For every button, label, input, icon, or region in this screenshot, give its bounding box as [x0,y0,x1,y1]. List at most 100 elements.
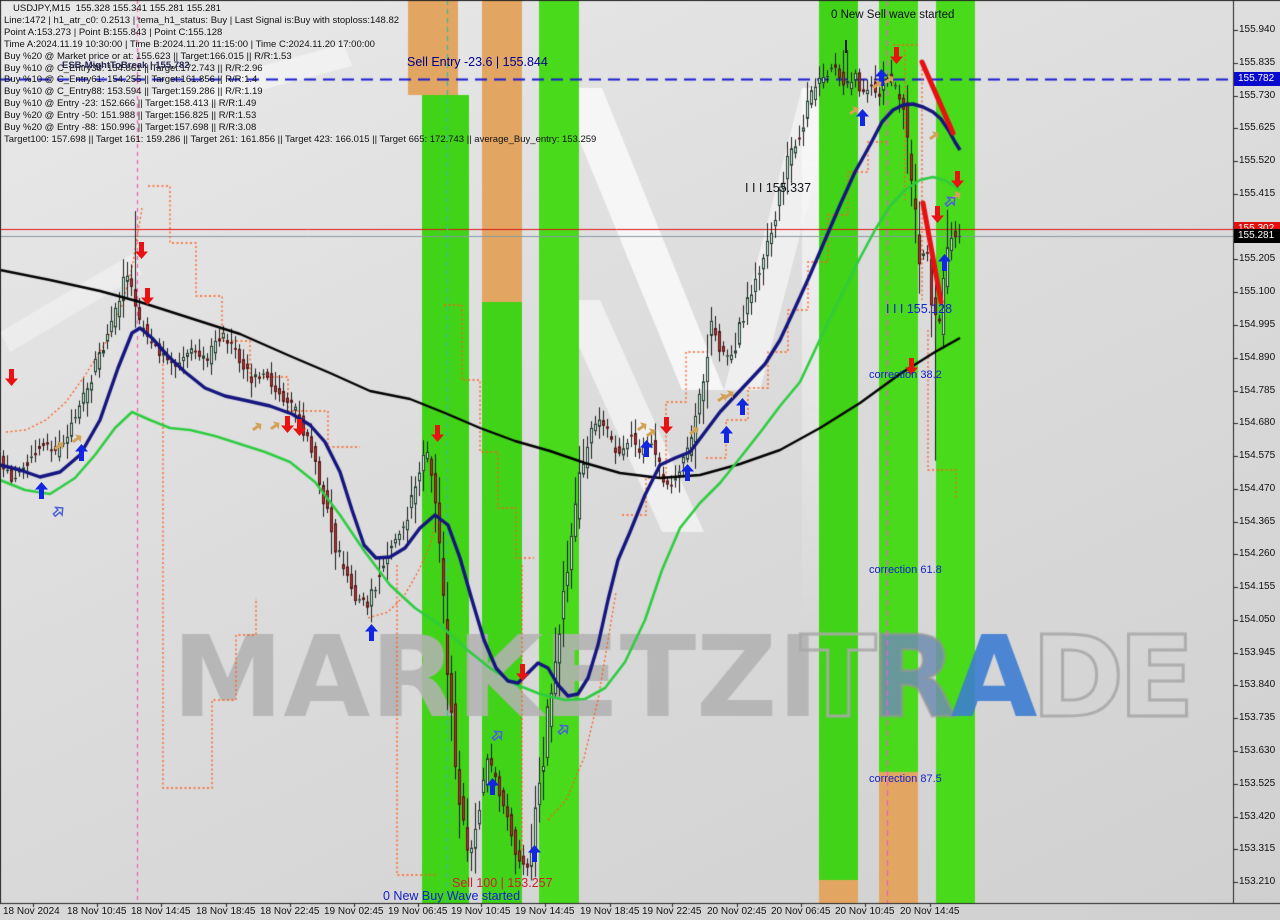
label-level-155128: I I I 155.128 [886,302,953,316]
label-level-155337: I I I 155.337 [745,181,812,195]
time-tick-label: 20 Nov 06:45 [771,906,831,917]
info-line: Buy %20 @ Entry -50: 151.988 || Target:1… [4,110,257,122]
time-tick-label: 18 Nov 2024 [3,906,60,917]
label-new-sell-wave: 0 New Sell wave started [831,9,955,21]
price-tick-label: 154.575 [1239,450,1276,461]
sell-arrow-icon [905,358,918,380]
buy-arrow-icon [35,482,48,504]
price-tick-label: 155.205 [1239,253,1276,264]
time-tick-label: 20 Nov 10:45 [835,906,895,917]
info-line: Target100: 157.698 || Target 161: 159.28… [4,133,597,145]
label-esb-mighttobreak: ESB-MightToBreak | 155.782 [62,60,190,71]
price-label-line: 155.782 [1234,72,1280,86]
info-line: Buy %10 @ C_Entry61: 154.255 || Target:1… [4,74,258,86]
sell-arrow-icon [951,171,964,193]
sell-arrow-icon [660,417,673,439]
price-tick-label: 153.945 [1239,647,1276,658]
buy-arrow-icon [856,109,869,131]
buy-arrow-icon [528,845,541,867]
signal-marker-icon [53,439,65,457]
price-tick-label: 154.365 [1239,516,1276,527]
price-tick-label: 153.630 [1239,745,1276,756]
price-tick-label: 154.260 [1239,548,1276,559]
signal-marker-icon [645,426,657,444]
hollow-arrow-icon [556,722,571,742]
price-tick-label: 153.420 [1239,811,1276,822]
price-tick-label: 154.680 [1239,417,1276,428]
price-tick-label: 154.995 [1239,319,1276,330]
time-tick-label: 19 Nov 18:45 [580,906,640,917]
info-line: Time A:2024.11.19 10:30:00 | Time B:2024… [4,38,375,50]
label-sell-entry: Sell Entry -23.6 | 155.844 [407,55,548,69]
time-tick-label: 18 Nov 10:45 [67,906,127,917]
info-line: Buy %20 @ Entry -88: 150.996 || Target:1… [4,122,257,133]
price-tick-label: 155.730 [1239,90,1276,101]
buy-arrow-icon [720,426,733,448]
price-tick-label: 155.415 [1239,188,1276,199]
info-line: Buy %20 @ Market price or at: 155.623 ||… [4,50,292,62]
signal-marker-icon [688,424,700,442]
time-tick-label: 19 Nov 06:45 [388,906,448,917]
price-label-bid: 155.281 [1234,229,1280,243]
time-tick-label: 20 Nov 02:45 [707,906,767,917]
price-tick-label: 153.735 [1239,712,1276,723]
info-line: Buy %10 @ C_Entry88: 153.594 || Target:1… [4,86,263,98]
label-new-buy-wave: 0 New Buy Wave started [383,889,521,903]
sell-arrow-icon [281,416,294,438]
price-tick-label: 155.940 [1239,24,1276,35]
time-tick-label: 18 Nov 18:45 [196,906,256,917]
price-tick-label: 153.525 [1239,778,1276,789]
buy-arrow-icon [875,69,888,91]
time-tick-label: 20 Nov 14:45 [900,906,960,917]
sell-arrow-icon [141,288,154,310]
sell-arrow-icon [293,419,306,441]
sell-arrow-icon [931,206,944,228]
info-line: Point A:153.273 | Point B:155.843 | Poin… [4,26,223,38]
sell-arrow-icon [516,664,529,686]
time-tick-label: 19 Nov 22:45 [642,906,702,917]
price-tick-label: 154.155 [1239,581,1276,592]
info-line: USDJPY,M15 155.328 155.341 155.281 155.2… [13,3,221,14]
price-tick-label: 154.050 [1239,614,1276,625]
price-tick-label: 153.210 [1239,876,1276,887]
label-sell-100: Sell 100 | 153.257 [452,876,553,890]
signal-marker-icon [716,391,728,409]
buy-arrow-icon [486,778,499,800]
time-tick-label: 18 Nov 22:45 [260,906,320,917]
sell-arrow-icon [890,47,903,69]
time-tick-label: 18 Nov 14:45 [131,906,191,917]
sell-arrow-icon [5,369,18,391]
price-tick-label: 155.625 [1239,122,1276,133]
buy-arrow-icon [736,398,749,420]
buy-arrow-icon [681,464,694,486]
info-line: Buy %10 @ C_Entry38: 154.861 || Target:1… [4,62,263,74]
price-tick-label: 153.315 [1239,843,1276,854]
signal-marker-icon [251,420,263,438]
hollow-arrow-icon [51,504,66,524]
signal-marker-icon [883,73,895,91]
label-correction-382: correction 38.2 [869,369,942,381]
signal-marker-icon [928,129,940,147]
label-correction-875: correction 87.5 [869,773,942,785]
signal-marker-icon [269,419,281,437]
time-tick-label: 19 Nov 10:45 [451,906,511,917]
info-line: Buy %10 @ Entry -23: 152.666 || Target:1… [4,98,257,110]
signal-marker-icon [871,78,883,96]
price-tick-label: 154.470 [1239,483,1276,494]
buy-arrow-icon [365,624,378,646]
sell-arrow-icon [431,425,444,447]
sell-arrow-icon [135,242,148,264]
buy-arrow-icon [938,254,951,276]
price-tick-label: 155.835 [1239,57,1276,68]
buy-arrow-icon [75,444,88,466]
time-tick-label: 19 Nov 14:45 [515,906,575,917]
price-tick-label: 154.785 [1239,385,1276,396]
price-tick-label: 155.520 [1239,155,1276,166]
signal-marker-icon [71,432,83,450]
price-tick-label: 155.100 [1239,286,1276,297]
hollow-arrow-icon [490,728,505,748]
price-tick-label: 153.840 [1239,679,1276,690]
time-tick-label: 19 Nov 02:45 [324,906,384,917]
